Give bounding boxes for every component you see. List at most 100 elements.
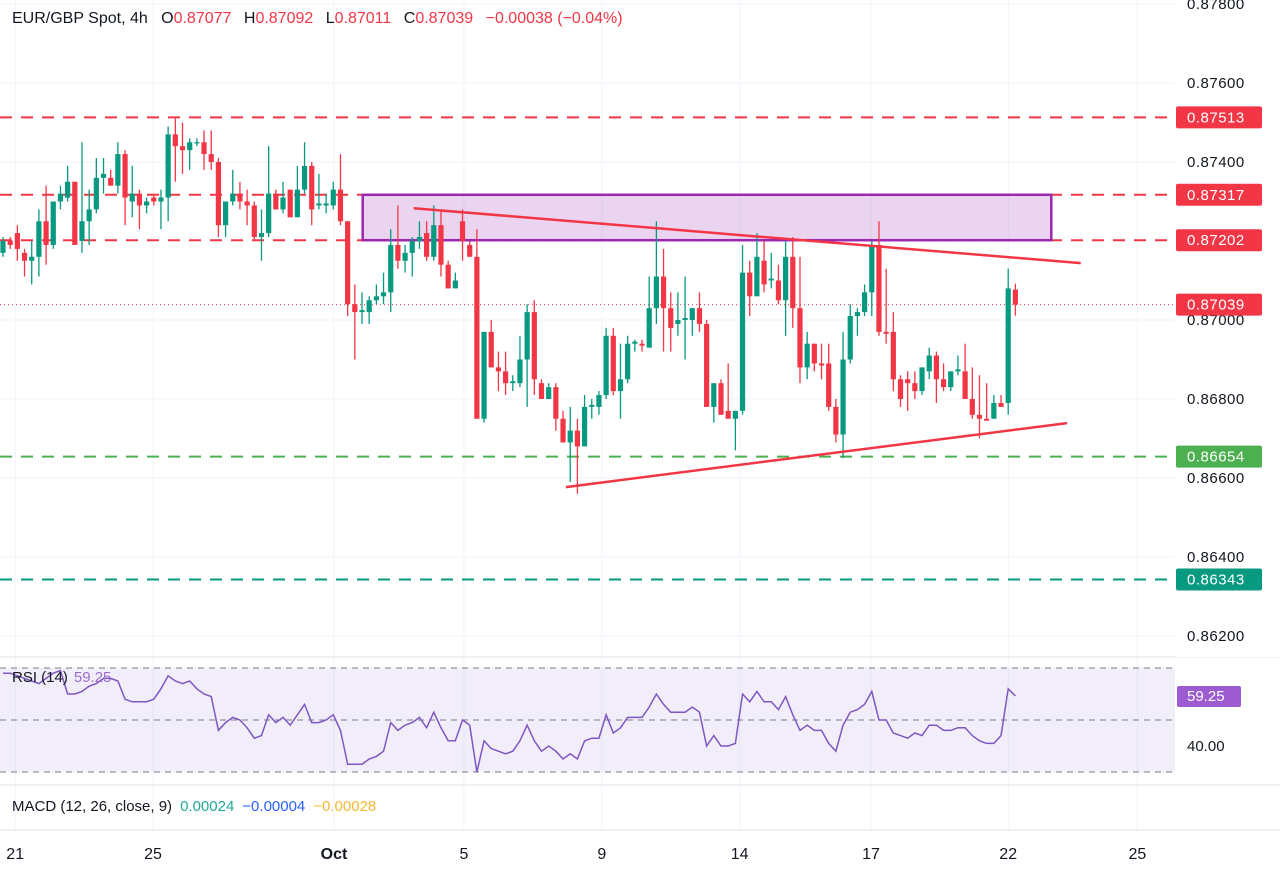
time-tick-label: Oct	[321, 846, 348, 863]
symbol-title: EUR/GBP Spot, 4h	[12, 10, 148, 27]
candle-body	[940, 379, 947, 388]
candle-bullish	[380, 272, 387, 305]
candle-body	[172, 134, 178, 147]
price-tick-label: 0.87600	[1187, 75, 1245, 92]
candle-bearish	[208, 130, 214, 170]
candle-body	[553, 387, 559, 419]
candle-bullish	[675, 292, 681, 336]
candle-body	[366, 300, 372, 313]
time-axis[interactable]: 21 25 Oct 5 9 14 17 22 25	[6, 846, 1146, 863]
candle-body	[912, 383, 918, 392]
price-tick-label: 0.87400	[1187, 154, 1245, 171]
trendline[interactable]	[565, 421, 1068, 489]
candle-bullish	[402, 244, 408, 273]
high-value: 0.87092	[255, 10, 314, 27]
macd-histogram-value: −0.00028	[313, 798, 377, 815]
candle-body	[474, 256, 480, 419]
candle-body	[718, 383, 724, 415]
candle-bearish	[201, 130, 207, 170]
candle-bearish	[826, 343, 832, 411]
candle-bearish	[704, 320, 710, 407]
candle-bullish	[301, 142, 308, 194]
candle-bullish	[294, 165, 300, 218]
candle-body	[689, 308, 695, 320]
candle-bearish	[811, 343, 817, 372]
candle-bearish	[136, 189, 143, 230]
candle-bearish	[897, 375, 904, 407]
candle-body	[503, 371, 509, 384]
candle-bullish	[768, 252, 774, 289]
candle-body	[194, 142, 200, 144]
candle-bearish	[747, 260, 753, 317]
candle-body	[215, 162, 221, 226]
candle-bearish	[933, 351, 939, 403]
candle-body	[531, 312, 537, 380]
candle-body	[840, 359, 846, 435]
candle-body	[833, 406, 839, 435]
candle-body	[495, 367, 502, 372]
candle-bullish	[589, 399, 595, 419]
candle-bullish	[840, 331, 846, 459]
candle-bearish	[560, 410, 566, 443]
candle-body	[230, 193, 236, 202]
price-level-badge-label: 0.87513	[1187, 109, 1245, 126]
candle-bearish	[474, 229, 480, 419]
candle-bullish	[359, 292, 365, 324]
candle-body	[704, 323, 710, 407]
candle-body	[287, 189, 293, 218]
candle-bullish	[862, 284, 868, 317]
candle-body	[847, 316, 853, 360]
candle-bullish	[366, 296, 372, 324]
candle-bearish	[43, 185, 49, 265]
low-key: L	[325, 10, 335, 27]
candle-bearish	[1012, 283, 1018, 316]
candle-bullish	[567, 406, 573, 482]
candle-body	[144, 201, 150, 206]
candle-body	[1005, 288, 1011, 403]
price-axis[interactable]: 0.87800 0.87600 0.87400 0.87000 0.86800 0.866…	[1175, 0, 1280, 657]
candle-bearish	[883, 268, 889, 344]
candle-body	[883, 331, 889, 334]
candle-body	[208, 154, 214, 162]
close-value: 0.87039	[415, 10, 474, 27]
candle-bullish	[93, 158, 99, 214]
trendlines[interactable]	[413, 206, 1081, 489]
candle-bullish	[86, 189, 92, 245]
candle-body	[632, 341, 638, 344]
candle-bearish	[696, 292, 703, 332]
candle-bullish	[29, 241, 35, 285]
candle-body	[876, 244, 882, 332]
candle-body	[546, 387, 552, 399]
candle-body	[108, 177, 114, 186]
candle-body	[567, 430, 573, 443]
rsi-value-badge-label: 59.25	[1187, 688, 1225, 705]
open-value: 0.87077	[173, 10, 232, 27]
candle-body	[811, 343, 817, 364]
candle-body	[309, 165, 315, 210]
candle-bullish	[165, 126, 171, 222]
candle-body	[739, 272, 746, 411]
candle-body	[187, 142, 193, 151]
close-key: C	[403, 10, 416, 27]
time-tick-label: 22	[999, 846, 1017, 863]
candle-bearish	[725, 363, 731, 419]
candle-bearish	[287, 189, 293, 218]
candle-body	[933, 355, 939, 380]
candle-body	[955, 369, 961, 372]
candle-body	[890, 331, 896, 380]
candle-bearish	[668, 292, 674, 352]
candle-body	[589, 404, 595, 407]
price-level-badge	[1176, 445, 1262, 468]
candle-bearish	[309, 162, 315, 226]
price-level-badge	[1176, 183, 1262, 206]
horizontal-levels	[0, 116, 1175, 581]
candle-body	[862, 292, 868, 313]
candle-bullish	[991, 395, 997, 419]
candle-bullish	[452, 272, 458, 289]
candle-body	[818, 363, 825, 366]
candle-bullish	[1005, 268, 1011, 415]
price-level-badge-label: 0.87317	[1187, 187, 1245, 204]
trendline[interactable]	[413, 206, 1081, 265]
candle-bullish	[280, 181, 286, 214]
